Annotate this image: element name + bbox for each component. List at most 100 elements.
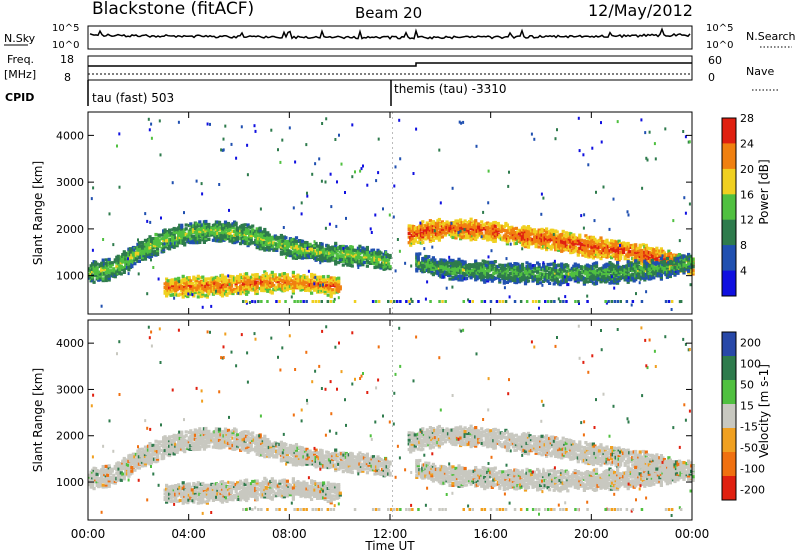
power-echo-cell [452, 187, 454, 190]
power-echo-cell [191, 293, 193, 296]
power-echo-cell [285, 256, 287, 259]
power-echo-cell [366, 246, 369, 249]
power-echo-cell [494, 221, 497, 224]
power-echo-cell [377, 171, 379, 174]
power-echo-cell [613, 198, 615, 201]
power-echo-cell [296, 300, 299, 303]
power-echo-cell [408, 232, 411, 235]
freq-series [88, 63, 692, 66]
power-echo-cell [605, 239, 608, 242]
power-echo-cell [396, 300, 399, 303]
power-echo-cell [231, 143, 233, 146]
power-echo-cell [93, 281, 96, 284]
power-echo-cell [441, 235, 444, 238]
power-echo-cell [378, 138, 380, 141]
date-title: 12/May/2012 [588, 1, 693, 20]
power-echo-cell [292, 280, 295, 283]
power-echo-cell [351, 175, 353, 178]
power-echo-cell [550, 263, 553, 266]
power-echo-cell [92, 249, 94, 252]
power-echo-cell [306, 195, 308, 198]
power-echo-cell [640, 118, 642, 121]
power-echo-cell [489, 222, 492, 225]
power-echo-cell [283, 272, 286, 275]
power-echo-cell [498, 234, 501, 237]
power-echo-cell [482, 211, 484, 214]
power-echo-cell [413, 172, 415, 175]
power-echo-cell [547, 300, 550, 303]
power-echo-cell [138, 260, 141, 263]
power-echo-cell [311, 173, 313, 176]
power-echo-cell [270, 129, 272, 132]
power-echo-cell [532, 264, 534, 267]
power-echo-cell [448, 259, 451, 262]
power-echo-cell [533, 228, 536, 231]
power-echo-cell [108, 258, 111, 261]
power-echo-cell [207, 123, 209, 126]
power-echo-cell [359, 170, 361, 173]
power-echo-cell [660, 257, 663, 260]
power-echo-cell [637, 261, 640, 264]
power-echo-cell [198, 239, 201, 242]
power-echo-cell [191, 282, 194, 285]
power-echo-cell [531, 133, 533, 136]
power-echo-cell [481, 235, 483, 238]
power-echo-cell [538, 307, 540, 310]
velocity-echo-cell [96, 473, 99, 476]
power-echo-cell [504, 286, 506, 289]
power-echo-cell [683, 196, 685, 199]
power-echo-cell [354, 170, 356, 173]
power-echo-cell [254, 300, 256, 303]
cpid-strip: tau (fast) 503 themis (tau) -3310 [88, 80, 507, 106]
power-echo-cell [150, 258, 152, 261]
power-echo-cell [620, 300, 623, 303]
power-echo-cell [660, 274, 663, 277]
power-echo-cell [465, 277, 468, 280]
power-echo-cell [318, 300, 321, 303]
power-echo-cell [202, 306, 204, 309]
power-echo-cell [362, 165, 364, 168]
power-echo-cell [644, 131, 646, 134]
power-echo-cell [679, 239, 681, 242]
power-echo-cell [361, 246, 364, 249]
power-echo-cell [480, 232, 483, 235]
power-echo-cell [582, 153, 584, 156]
power-echo-cell [417, 241, 420, 244]
power-echo-cell [535, 300, 538, 303]
power-echo-cell [207, 223, 210, 226]
power-echo-cell [423, 264, 426, 267]
power-echo-cell [375, 179, 377, 182]
power-echo-cell [393, 185, 395, 188]
power-echo-cell [564, 295, 566, 298]
power-echo-cell [538, 263, 541, 266]
power-echo-cell [148, 118, 150, 121]
power-echo-cell [144, 212, 146, 215]
cpid-label: CPID [5, 91, 34, 104]
power-echo-cell [566, 264, 569, 267]
power-echo-cell [601, 141, 603, 144]
power-echo-cell [424, 237, 427, 240]
power-echo-cell [149, 221, 151, 224]
power-echo-cell [672, 219, 674, 222]
power-echo-cell [101, 305, 103, 308]
power-echo-cell [603, 186, 605, 189]
power-echo-cell [488, 170, 490, 173]
power-echo-cell [237, 292, 239, 295]
power-echo-cell [604, 300, 607, 303]
power-echo-cell [583, 227, 585, 230]
velocity-echo-cell [109, 476, 112, 479]
power-echo-cell [337, 256, 339, 259]
power-echo-cell [599, 236, 602, 239]
station-title: Blackstone (fitACF) [92, 0, 254, 19]
power-echo-cell [512, 227, 515, 230]
power-echo-cell [375, 300, 378, 303]
power-echo-cell [338, 296, 340, 299]
power-echo-cell [342, 264, 345, 267]
beam-title: Beam 20 [355, 4, 422, 22]
power-echo-cell [185, 227, 188, 230]
power-echo-cell [451, 259, 454, 262]
power-echo-cell [611, 300, 614, 303]
power-echo-cell [615, 240, 618, 243]
power-echo-cell [133, 249, 135, 252]
power-echo-cell [159, 242, 162, 245]
